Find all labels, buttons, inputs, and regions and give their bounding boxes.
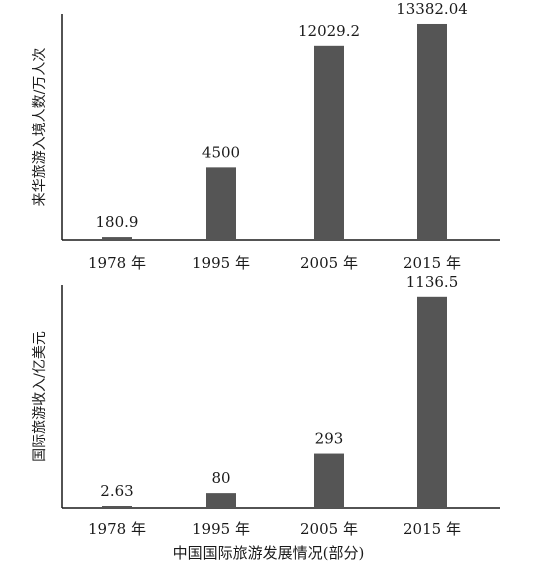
data-label: 2.63: [100, 482, 133, 500]
data-label: 80: [211, 469, 230, 487]
data-label: 180.9: [96, 213, 139, 231]
x-tick-label: 2005 年: [300, 254, 358, 272]
bar: [206, 493, 236, 508]
bar: [417, 296, 447, 508]
bar: [417, 23, 447, 240]
data-label: 12029.2: [298, 22, 360, 40]
data-label: 13382.04: [396, 0, 468, 18]
visitors-chart: 来华旅游入境人数/万人次 180.9 1978 年 4500 1995 年 12029.2…: [32, 0, 500, 272]
data-label: 4500: [202, 143, 240, 161]
revenue-chart: 国际旅游收入/亿美元 2.63 1978 年 80 1995 年 293 2005 年 113…: [32, 273, 500, 538]
x-tick-label: 1995 年: [192, 520, 250, 538]
x-tick-label: 1978 年: [88, 254, 146, 272]
y-axis-label: 来华旅游入境人数/万人次: [32, 48, 48, 207]
data-label: 1136.5: [406, 273, 459, 291]
bar: [206, 167, 236, 240]
bar: [314, 45, 344, 240]
data-label: 293: [315, 430, 344, 448]
y-axis-label: 国际旅游收入/亿美元: [32, 331, 48, 462]
x-tick-label: 1995 年: [192, 254, 250, 272]
bar: [102, 506, 132, 508]
x-tick-label: 1978 年: [88, 520, 146, 538]
figure-caption: 中国国际旅游发展情况(部分): [172, 544, 365, 562]
bar: [102, 237, 132, 240]
x-tick-label: 2015 年: [403, 520, 461, 538]
bar: [314, 453, 344, 508]
x-tick-label: 2015 年: [403, 254, 461, 272]
x-tick-label: 2005 年: [300, 520, 358, 538]
